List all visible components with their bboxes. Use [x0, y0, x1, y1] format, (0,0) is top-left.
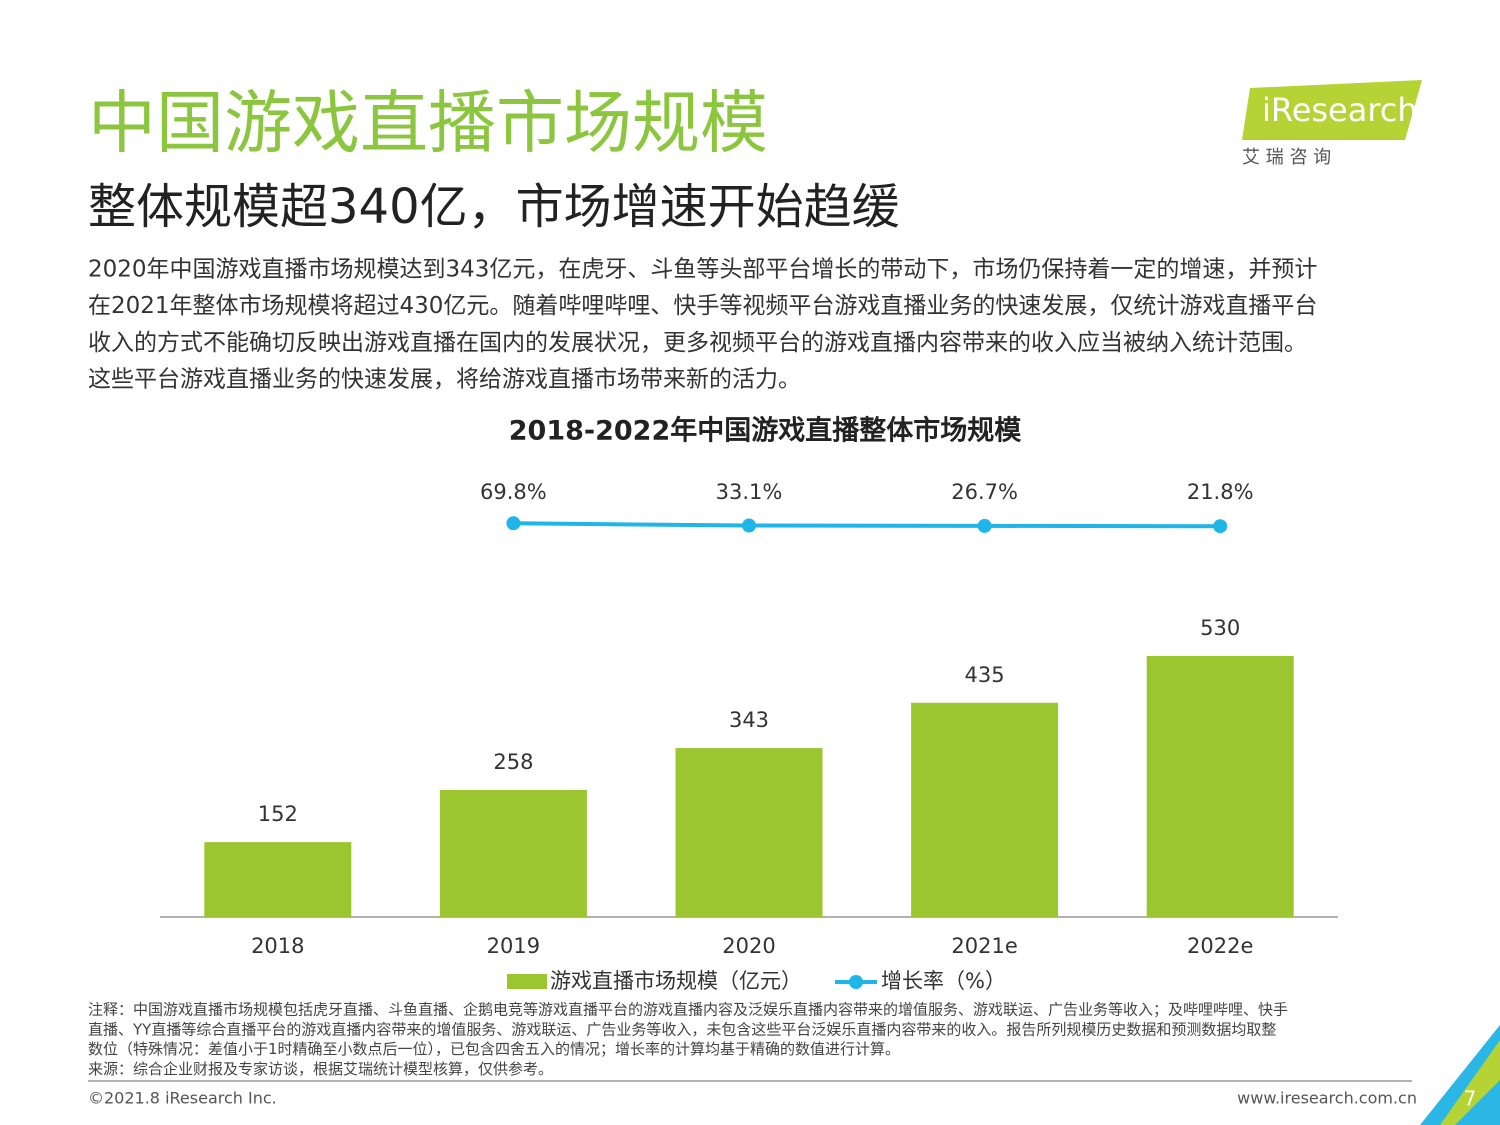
growth-label: 69.8%: [480, 480, 547, 504]
x-tick-label: 2021e: [951, 934, 1017, 958]
growth-point: [1213, 519, 1228, 534]
x-tick-label: 2022e: [1187, 934, 1253, 958]
chart-title: 2018-2022年中国游戏直播整体市场规模: [509, 415, 1022, 447]
logo-name: iResearch: [1262, 91, 1418, 129]
website: www.iresearch.com.cn: [1237, 1089, 1417, 1108]
note-line: 数位（特殊情况：差值小于1时精确至小数点后一位），已包含四舍五入的情况；增长率的…: [88, 1040, 900, 1058]
bar-label: 152: [258, 802, 298, 826]
x-tick-label: 2019: [487, 934, 540, 958]
paragraph-line: 这些平台游戏直播业务的快速发展，将给游戏直播市场带来新的活力。: [88, 367, 801, 393]
paragraph-line: 2020年中国游戏直播市场规模达到343亿元，在虎牙、斗鱼等头部平台增长的带动下…: [88, 257, 1317, 283]
growth-point: [742, 518, 756, 533]
legend-swatch: [507, 974, 547, 989]
bar: [675, 748, 823, 917]
title: 中国游戏直播市场规模: [88, 85, 768, 164]
growth-label: 33.1%: [716, 480, 783, 504]
bar: [439, 789, 587, 917]
legend-label: 游戏直播市场规模（亿元）: [550, 969, 802, 993]
copyright: ©2021.8 iResearch Inc.: [88, 1089, 277, 1108]
bar-label: 530: [1200, 616, 1240, 640]
growth-label: 26.7%: [951, 480, 1018, 504]
paragraph-line: 收入的方式不能确切反映出游戏直播在国内的发展状况，更多视频平台的游戏直播内容带来…: [88, 330, 1307, 356]
bar: [1146, 656, 1294, 917]
growth-point: [977, 518, 992, 533]
page-number: 7: [1464, 1087, 1477, 1111]
growth-line: [513, 521, 1221, 529]
bar: [204, 842, 352, 917]
note-line: 注释：中国游戏直播市场规模包括虎牙直播、斗鱼直播、企鹅电竞等游戏直播平台的游戏直…: [88, 1001, 1288, 1019]
growth-label: 21.8%: [1187, 480, 1254, 504]
note-line: 直播、YY直播等综合直播平台的游戏直播内容带来的增值服务、游戏联运、广告业务等收…: [88, 1020, 1276, 1038]
legend-swatch: [849, 975, 863, 989]
legend-label: 增长率（%）: [881, 969, 1006, 993]
growth-point: [506, 516, 521, 531]
bar-label: 343: [729, 708, 769, 732]
bar: [911, 702, 1059, 917]
bar-label: 435: [965, 663, 1005, 687]
note-line: 来源：综合企业财报及专家访谈，根据艾瑞统计模型核算，仅供参考。: [88, 1060, 553, 1078]
x-tick-label: 2018: [251, 934, 304, 958]
corner-green: [1440, 1040, 1500, 1125]
paragraph-line: 在2021年整体市场规模将超过430亿元。随着哔哩哔哩、快手等视频平台游戏直播业…: [88, 293, 1317, 319]
logo-shape: [1242, 80, 1422, 140]
x-tick-label: 2020: [722, 934, 775, 958]
bar-label: 258: [493, 750, 533, 774]
subtitle: 整体规模超340亿，市场增速开始趋缓: [88, 179, 900, 235]
logo-cn: 艾 瑞 咨 询: [1242, 147, 1331, 168]
